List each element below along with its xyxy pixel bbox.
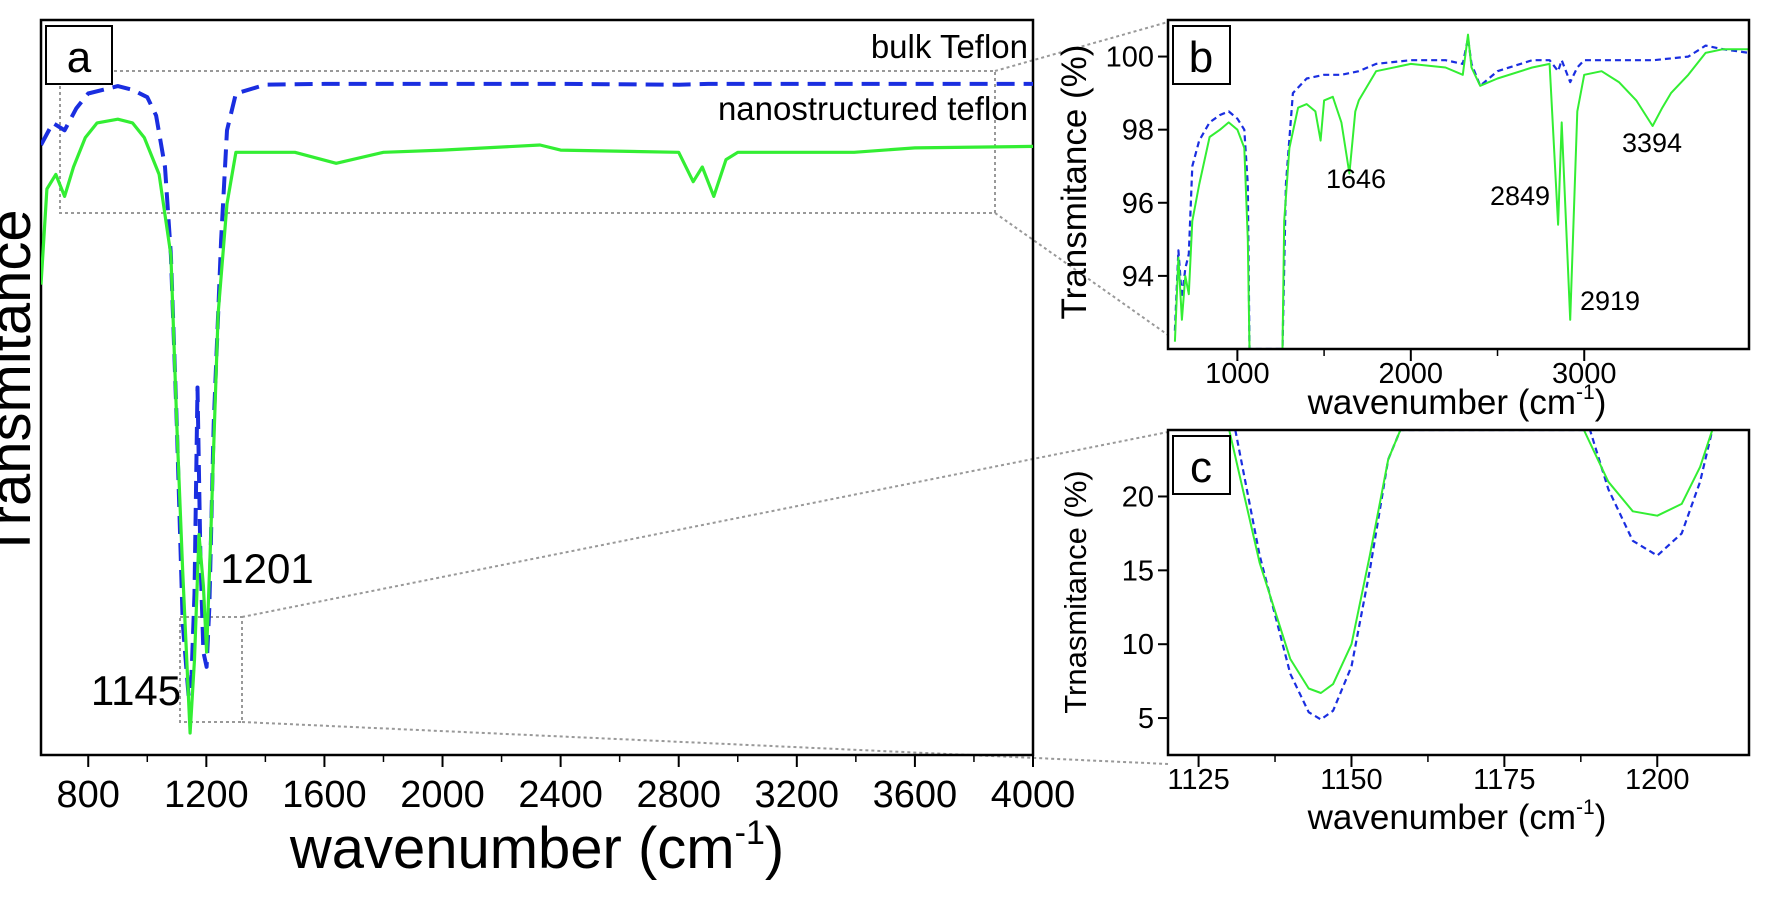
panel-a-marks: [41, 81, 1033, 735]
panel-b-x-tick-label: 1000: [1205, 358, 1270, 390]
panel-a-letter: a: [67, 33, 92, 82]
panel-a-letter-box: [45, 25, 113, 85]
panel-b-y-tick-label: 98: [1122, 115, 1154, 147]
panel-b-y-tick-label: 100: [1106, 42, 1154, 74]
panel-b-x-tick-label: 2000: [1379, 358, 1444, 390]
panel-a-x-tick-label: 1600: [282, 774, 367, 816]
connector-c-top: [241, 431, 1169, 618]
panel-c-y-tick-label: 15: [1122, 555, 1154, 587]
panel-c-x-tick-label: 1200: [1625, 764, 1690, 796]
panel-b-y-tick-label: 94: [1122, 261, 1154, 293]
panel-b-letter: b: [1189, 33, 1213, 82]
panel-c-x-tick-label: 1125: [1167, 764, 1229, 796]
panel-c-letter: c: [1190, 443, 1212, 492]
panel-c-marks: [1228, 430, 1714, 721]
panel-c-y-tick-label: 5: [1138, 703, 1154, 735]
panel-b-series-dashed-line: [1173, 37, 1749, 349]
panel-a-x-tick-label: 4000: [991, 774, 1076, 816]
panel-b-x-tick-label: 3000: [1552, 358, 1617, 390]
panel-c-x-tick-label: 1150: [1320, 764, 1382, 796]
panel-c-frame: [1166, 428, 1751, 757]
connector-b-bottom: [994, 212, 1169, 336]
panel-b-plot-area: [1173, 33, 1749, 349]
annotation-1646: 1646: [1326, 164, 1386, 194]
panel-a-series-dashed-line: [41, 81, 1033, 699]
zoom-box-b: [59, 70, 996, 214]
zoom-box-c: [179, 616, 243, 723]
panel-a-x-tick-label: 2400: [518, 774, 603, 816]
panel-a-x-tick-label: 800: [57, 774, 120, 816]
panel-c-plot-area: [1228, 430, 1714, 721]
legend-bulk-teflon: bulk Teflon: [871, 28, 1028, 65]
zoom-connectors: [59, 21, 1169, 765]
panel-a-x-tick-label: 3200: [755, 774, 840, 816]
panel-c-series-solid-line: [1228, 430, 1714, 694]
panel-a-frame: [39, 18, 1035, 757]
panel-b: 1000 2000 3000 94 96 98 100 b 1646 2849 2919 3…: [1055, 18, 1751, 422]
panel-b-y-axis-label: Transmitance (%): [1055, 45, 1094, 320]
panel-c-y-axis-label: Trnasmitance (%): [1058, 470, 1093, 713]
annotation-3394: 3394: [1622, 128, 1682, 158]
panel-b-marks: [1173, 33, 1749, 349]
panel-b-series-solid-line: [1173, 33, 1749, 349]
panel-c: 1125 1150 1175 1200 5 10 15 20 c Trnasmitance (…: [1058, 428, 1751, 837]
panel-a-x-tick-label: 1200: [164, 774, 249, 816]
panel-c-y-tick-label: 20: [1122, 481, 1154, 513]
legend-nanostructured-teflon: nanostructured teflon: [718, 90, 1028, 127]
panel-b-ticks: 1000 2000 3000 94 96 98 100: [1106, 42, 1617, 390]
panel-a-plot-area: [41, 81, 1033, 735]
panel-c-series-dashed-line: [1234, 430, 1714, 721]
panel-a-series-solid-line: [41, 117, 1033, 735]
panel-c-y-tick-label: 10: [1122, 629, 1154, 661]
panel-b-letter-box: [1172, 25, 1231, 85]
panel-c-x-tick-label: 1175: [1473, 764, 1535, 796]
panel-a-y-axis-label: Transmitance: [0, 209, 43, 558]
panel-c-letter-box: [1172, 435, 1231, 495]
panel-a-x-ticks: 800 1200 1600 2000 2400 2800 3200 3600 4000: [57, 755, 1076, 816]
annotation-2919: 2919: [1580, 286, 1640, 316]
connector-c-bottom: [241, 721, 1169, 765]
panel-c-ticks: 1125 1150 1175 1200 5 10 15 20: [1122, 481, 1690, 796]
annotation-1145: 1145: [91, 667, 181, 714]
panel-a-x-tick-label: 3600: [873, 774, 958, 816]
panel-b-frame: [1166, 18, 1751, 351]
annotation-2849: 2849: [1490, 181, 1550, 211]
panel-b-y-tick-label: 96: [1122, 188, 1154, 220]
annotation-1201: 1201: [220, 545, 313, 592]
panel-a-x-axis-label: wavenumber (cm-1): [289, 814, 784, 881]
panel-a-x-tick-label: 2000: [400, 774, 485, 816]
panel-b-x-axis-label: wavenumber (cm-1): [1307, 381, 1607, 422]
panel-c-x-axis-label: wavenumber (cm-1): [1307, 796, 1607, 837]
panel-a: 800 1200 1600 2000 2400 2800 3200 3600 4000 a bu…: [0, 18, 1076, 881]
panel-a-x-tick-label: 2800: [636, 774, 721, 816]
